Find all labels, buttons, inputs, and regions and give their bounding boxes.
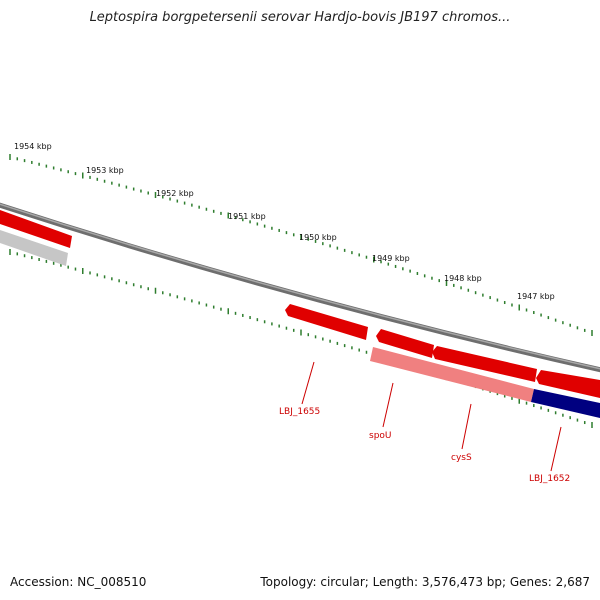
kbp-label-1953: 1953 kbp (86, 166, 124, 175)
backbone-highlight (0, 203, 600, 370)
kbp-label-1950: 1950 kbp (299, 233, 337, 242)
gene-label-lbj-1655[interactable]: LBJ_1655 (279, 407, 320, 417)
gene-feature-lbj-1652-forward[interactable] (536, 370, 600, 398)
gene-feature-left-forward[interactable] (0, 210, 72, 248)
gene-feature-cyss[interactable] (432, 346, 537, 382)
gene-feature-left-grey[interactable] (0, 230, 68, 266)
label-line-lbj-1655 (301, 361, 315, 405)
kbp-label-1948: 1948 kbp (444, 274, 482, 283)
label-line-spou (382, 382, 394, 428)
gene-label-spou[interactable]: spoU (369, 431, 392, 441)
kbp-label-1951: 1951 kbp (228, 212, 266, 221)
gene-feature-spou[interactable] (376, 329, 434, 358)
gene-label-lbj-1652[interactable]: LBJ_1652 (529, 474, 570, 484)
gene-feature-lbj-1652-selected[interactable] (531, 389, 600, 418)
kbp-label-1954: 1954 kbp (14, 142, 52, 151)
gene-feature-lbj-1655[interactable] (285, 304, 368, 340)
outer-tick-row (9, 154, 593, 336)
gene-feature-reverse-long[interactable] (370, 347, 534, 402)
genome-summary-text: Topology: circular; Length: 3,576,473 bp… (260, 575, 590, 589)
kbp-label-1949: 1949 kbp (372, 254, 410, 263)
map-title: Leptospira borgpetersenii serovar Hardjo… (89, 10, 511, 25)
kbp-label-1952: 1952 kbp (156, 189, 194, 198)
label-line-lbj-1652 (550, 426, 562, 472)
inner-tick-row (9, 249, 593, 428)
genome-backbone (0, 202, 600, 373)
label-line-cyss (461, 403, 472, 450)
gene-label-cyss[interactable]: cysS (451, 453, 472, 463)
accession-text: Accession: NC_008510 (10, 575, 147, 589)
kbp-label-1947: 1947 kbp (517, 292, 555, 301)
